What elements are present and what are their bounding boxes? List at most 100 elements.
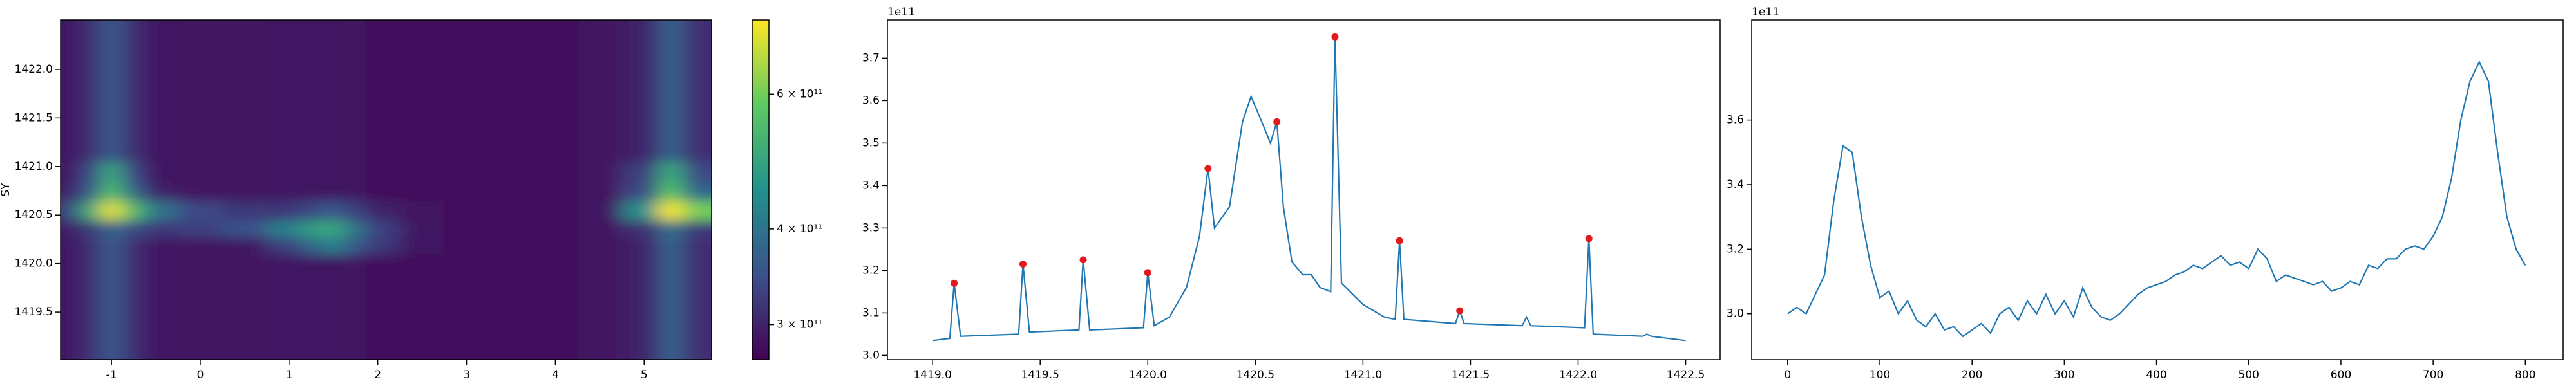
heatmap-cell [621,183,658,201]
heatmap-cell [178,89,223,129]
y-tick-label: 3.4 [1727,178,1744,191]
heatmap-cell [61,219,79,238]
heatmap-cell [511,127,578,163]
heatmap-cell [122,219,146,238]
heatmap-cell [444,253,512,284]
heatmap-cell [222,52,268,90]
heatmap-cell [61,183,79,201]
heatmap-cell [144,282,179,323]
heatmap-cell [344,183,368,201]
heatmap-cell [178,200,223,221]
x-tick-label: 300 [2054,369,2074,381]
heatmap-cell [300,127,323,163]
heatmap-cell [444,20,512,53]
heatmap-cell [100,161,124,185]
heatmap-cell [144,237,179,255]
heatmap-cell [621,52,658,90]
heatmap-cell [61,89,79,129]
heatmap-cell [621,322,658,360]
heatmap-cell [222,89,268,129]
heatmap-cell [657,282,685,323]
heatmap-cell [267,89,301,129]
heatmap-cell [122,183,146,201]
heatmap-cell [100,282,124,323]
heatmap-cell [61,282,79,323]
heatmap-cell [267,20,301,53]
heatmap-cell [267,200,301,221]
y-tick-label: 3.2 [1727,243,1744,255]
heatmap-cell [178,20,223,53]
heatmap-cell [621,219,658,238]
heatmap-cell [684,52,712,90]
heatmap-cell [621,89,658,129]
heatmap-cell [61,322,79,360]
heatmap-cell [78,183,101,201]
heatmap-cell [511,237,578,255]
heatmap-cell [400,322,446,360]
y-tick-label: 3.2 [862,264,880,277]
x-tick-label: 1421.5 [1452,369,1490,381]
heatmap-cell [684,322,712,360]
heatmap-cell [122,52,146,90]
heatmap-cell [366,237,401,255]
heatmap-cell [657,183,685,201]
heatmap-cell [621,253,658,284]
heatmap-cell [267,127,301,163]
heatmap-cell [344,200,368,221]
heatmap-cell [61,20,79,53]
y-tick-label: 3.0 [862,349,880,362]
heatmap-cell [400,161,446,185]
heatmap-cell [267,282,301,323]
heatmap-cell [100,219,124,238]
heatmap-cell [344,89,368,129]
heatmap-cell [322,183,345,201]
heatmap-cell [366,89,401,129]
heatmap-cell [577,322,623,360]
heatmap-cell [61,52,79,90]
heatmap-cell [400,282,446,323]
heatmap-cell [511,253,578,284]
heatmap-cell [621,20,658,53]
heatmap-cell [366,52,401,90]
heatmap-cell [684,183,712,201]
y-tick-label: 3.3 [862,221,880,234]
x-tick-label: 100 [1870,369,1890,381]
heatmap-cell [657,237,685,255]
heatmap-cell [100,183,124,201]
x-tick-label: 3 [463,369,470,381]
heatmap-cell [100,20,124,53]
heatmap-cell [366,322,401,360]
heatmap-cell [100,237,124,255]
heatmap-cell [222,237,268,255]
heatmap-cell [178,253,223,284]
axes-frame [60,19,712,360]
heatmap-cell [178,237,223,255]
heatmap-cell [511,183,578,201]
heatmap-cell [222,200,268,221]
heatmap-cell [300,89,323,129]
heatmap-cell [621,127,658,163]
heatmap-cell [344,237,368,255]
heatmap-cell [222,282,268,323]
x-tick-label: 1422.0 [1559,369,1597,381]
data-line [933,37,1686,342]
heatmap-cell [344,282,368,323]
heatmap-cell [144,161,179,185]
heatmap-cell [344,161,368,185]
y-tick-label: 3.6 [862,94,880,107]
heatmap-cell [144,322,179,360]
heatmap-cell [222,322,268,360]
heatmap-cell [144,183,179,201]
heatmap-cell [577,219,623,238]
heatmap-cell [444,200,512,221]
heatmap-cell [267,322,301,360]
heatmap-cell [78,20,101,53]
colorbar [752,20,769,360]
peak-marker [1456,307,1464,315]
heatmap-cell [61,200,79,221]
heatmap-cell [122,20,146,53]
peak-marker [1019,261,1027,268]
heatmap-cell [122,282,146,323]
heatmap-cell [444,161,512,185]
